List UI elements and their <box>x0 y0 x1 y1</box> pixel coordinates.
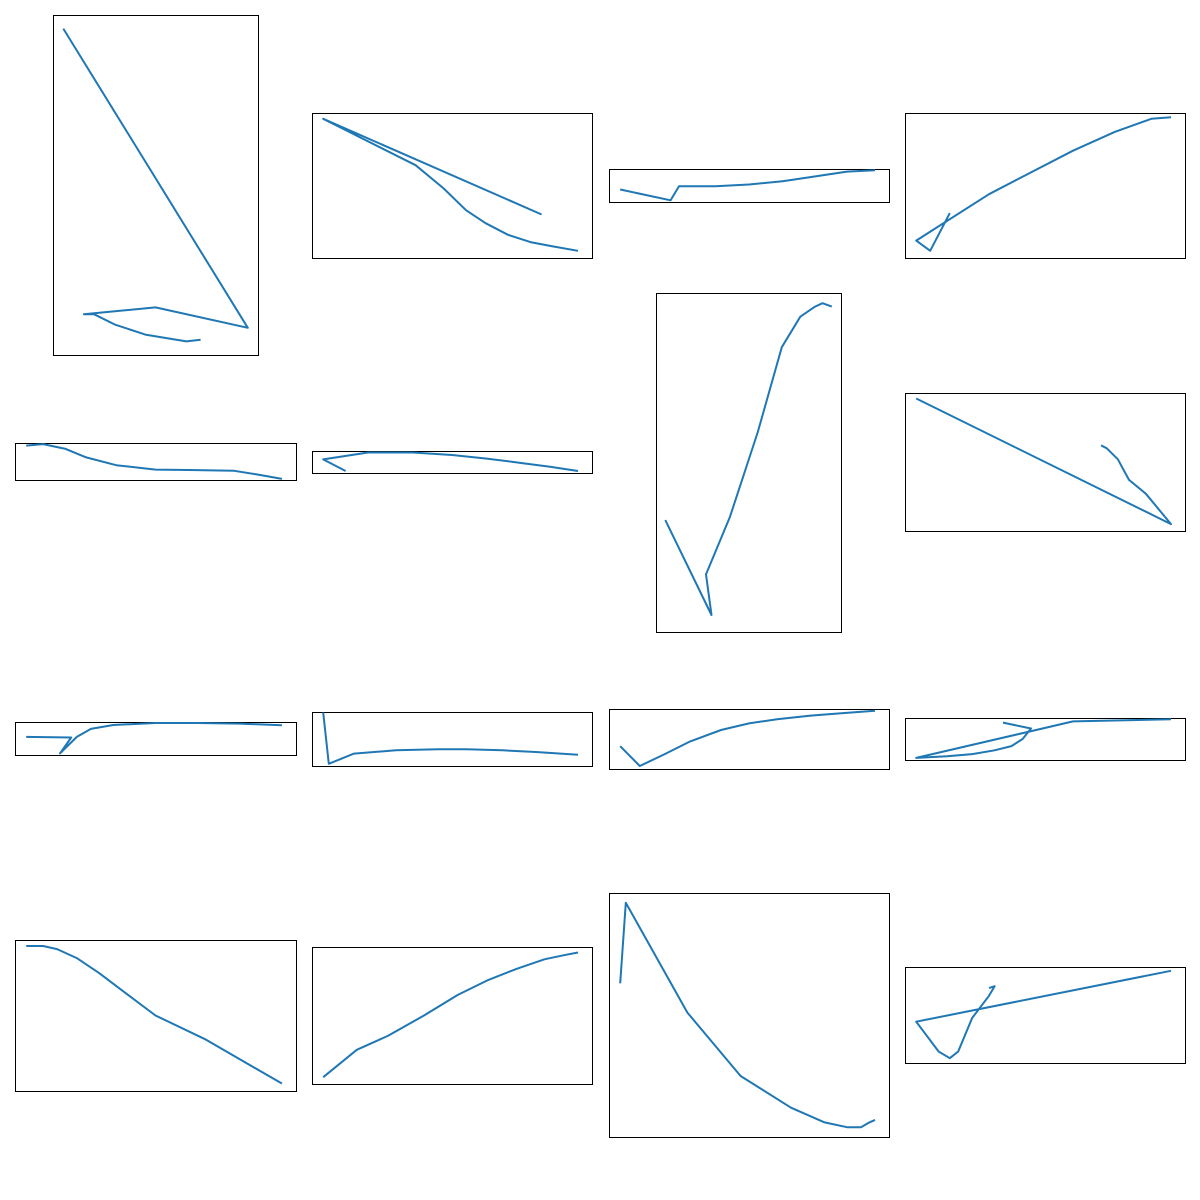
subplot-frame <box>905 967 1186 1064</box>
subplot-frame <box>312 712 593 767</box>
subplot-2 <box>312 113 593 259</box>
subplot-frame <box>312 947 593 1085</box>
subplot-frame <box>905 393 1186 532</box>
subplot-6 <box>312 451 593 474</box>
subplot-frame <box>312 451 593 474</box>
series-line <box>619 169 876 202</box>
series-line <box>915 718 1172 759</box>
subplot-frame <box>15 940 297 1092</box>
subplot-7 <box>656 293 842 633</box>
subplot-14 <box>312 947 593 1085</box>
subplot-4 <box>905 113 1186 259</box>
series-line <box>619 901 876 1129</box>
subplot-5 <box>15 443 297 481</box>
subplot-grid <box>15 15 1186 1138</box>
series-line <box>619 709 876 767</box>
subplot-frame <box>53 15 259 356</box>
series-line <box>26 945 283 1085</box>
subplot-16 <box>905 967 1186 1064</box>
subplot-frame <box>312 113 593 259</box>
series-line <box>26 443 283 480</box>
subplot-1 <box>53 15 259 356</box>
subplot-frame <box>609 893 890 1138</box>
subplot-frame <box>609 169 890 203</box>
subplot-9 <box>15 722 297 756</box>
series-line <box>26 722 282 755</box>
series-line <box>322 951 579 1078</box>
subplot-3 <box>609 169 890 203</box>
subplot-frame <box>15 443 297 481</box>
series-line <box>322 712 579 765</box>
series-line <box>322 451 579 472</box>
series-line <box>322 117 579 252</box>
subplot-11 <box>609 709 890 770</box>
series-line <box>62 28 249 343</box>
subplot-8 <box>905 393 1186 532</box>
subplot-12 <box>905 718 1186 761</box>
series-line <box>915 969 1172 1060</box>
subplot-frame <box>905 113 1186 259</box>
subplot-frame <box>905 718 1186 761</box>
series-line <box>915 397 1172 526</box>
subplot-13 <box>15 940 297 1092</box>
subplot-15 <box>609 893 890 1138</box>
subplot-10 <box>312 712 593 767</box>
subplot-frame <box>609 709 890 770</box>
series-line <box>664 302 833 616</box>
series-line <box>915 116 1172 252</box>
subplot-frame <box>656 293 842 633</box>
